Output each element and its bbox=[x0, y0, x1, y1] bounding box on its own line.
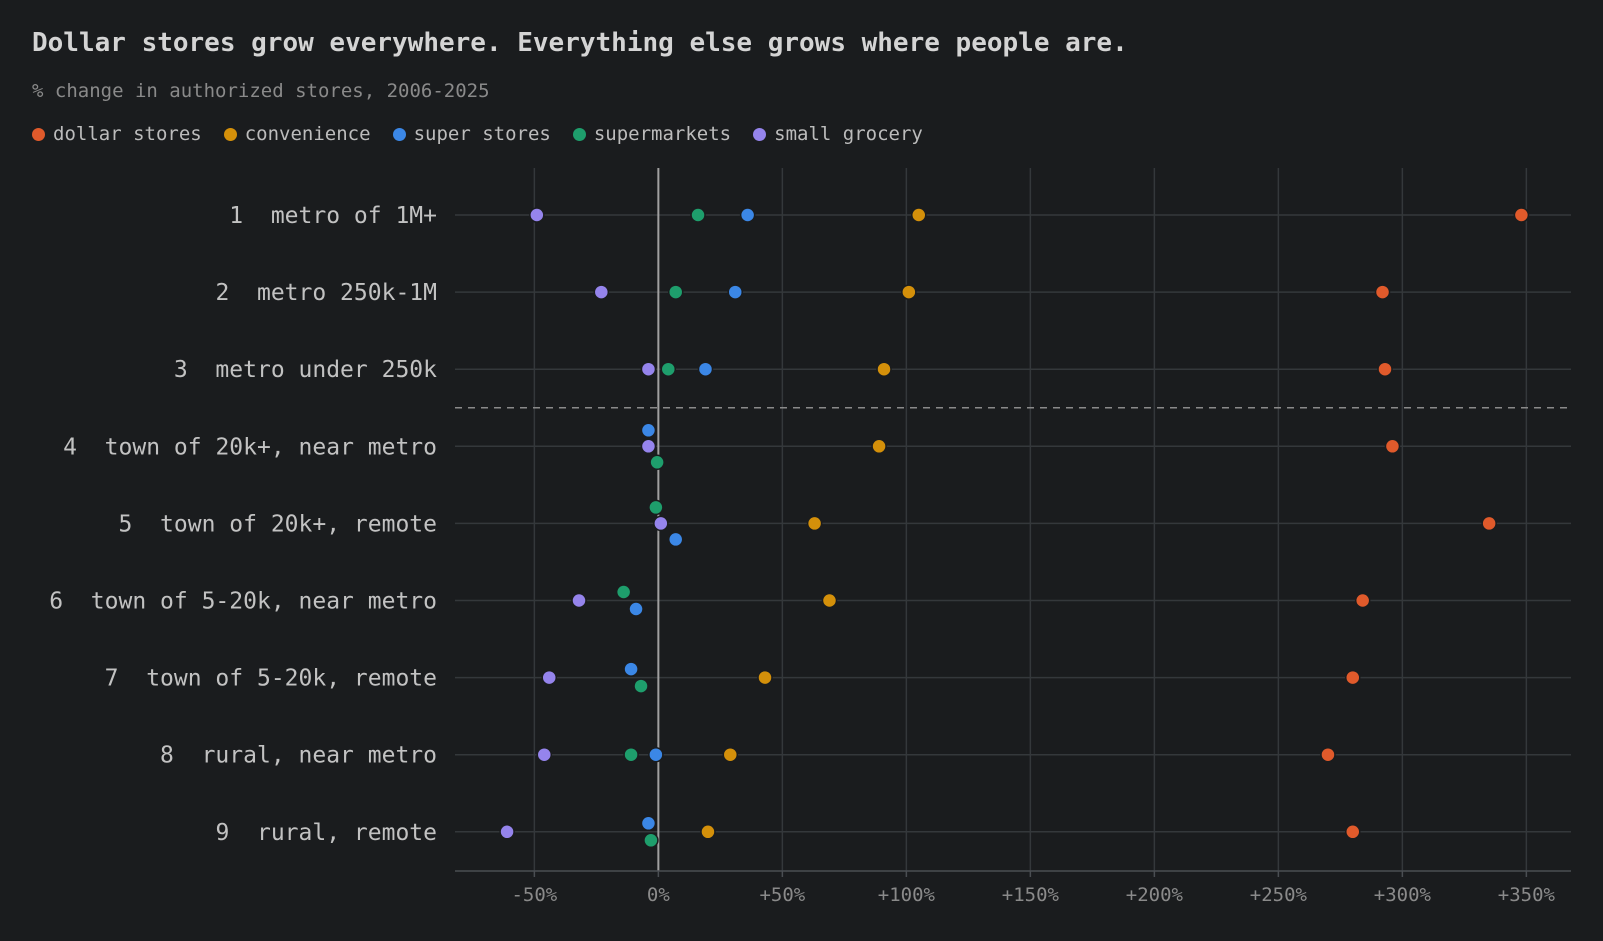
dot-supermarkets bbox=[633, 678, 649, 694]
x-tick-label: +200% bbox=[1126, 884, 1184, 906]
legend-item-small-grocery: small grocery bbox=[753, 123, 923, 145]
dot-small-grocery bbox=[541, 669, 557, 686]
legend-marker bbox=[572, 127, 586, 141]
dot-supermarkets bbox=[649, 454, 665, 471]
dot-dollar-stores bbox=[1384, 438, 1401, 455]
x-tick-label: +350% bbox=[1498, 884, 1556, 906]
legend-label: small grocery bbox=[774, 123, 923, 145]
dot-supermarkets bbox=[660, 361, 677, 377]
dot-supermarkets bbox=[690, 207, 706, 223]
category-label: 7 town of 5-20k, remote bbox=[105, 666, 437, 692]
legend-label: supermarkets bbox=[593, 123, 732, 145]
dot-convenience bbox=[700, 824, 716, 840]
dot-small-grocery bbox=[593, 284, 610, 300]
x-tick-label: +50% bbox=[759, 884, 805, 906]
dot-supermarkets bbox=[643, 832, 659, 849]
x-tick-label: +100% bbox=[878, 884, 936, 906]
category-label: 6 town of 5-20k, near metro bbox=[49, 589, 437, 615]
x-tick-label: 0% bbox=[647, 884, 670, 906]
dot-convenience bbox=[821, 592, 838, 609]
dot-small-grocery bbox=[653, 515, 669, 532]
dot-small-grocery bbox=[640, 438, 657, 455]
dot-dollar-stores bbox=[1320, 746, 1336, 763]
legend-marker bbox=[753, 127, 767, 141]
category-label: 1 metro of 1M+ bbox=[229, 203, 437, 229]
legend-marker bbox=[32, 127, 45, 141]
dot-convenience bbox=[871, 438, 887, 455]
dot-small-grocery bbox=[536, 746, 553, 763]
legend-item-supermarkets: supermarkets bbox=[572, 123, 732, 145]
dot-super-stores bbox=[648, 746, 664, 763]
dot-dollar-stores bbox=[1345, 669, 1361, 686]
chart-subtitle: % change in authorized stores, 2006-2025 bbox=[32, 80, 490, 102]
dot-dollar-stores bbox=[1377, 361, 1393, 377]
legend-item-convenience: convenience bbox=[223, 123, 371, 145]
legend-label: convenience bbox=[244, 123, 371, 145]
dot-super-stores bbox=[667, 531, 684, 548]
dot-small-grocery bbox=[529, 207, 545, 223]
legend-item-dollar-stores: dollar stores bbox=[32, 123, 202, 145]
dot-super-stores bbox=[727, 284, 743, 300]
dot-convenience bbox=[757, 669, 773, 686]
dot-dollar-stores bbox=[1354, 592, 1371, 609]
x-tick-label: -50% bbox=[511, 884, 557, 906]
dot-dollar-stores bbox=[1481, 515, 1497, 532]
dot-super-stores bbox=[623, 661, 639, 677]
dot-convenience bbox=[876, 361, 892, 377]
dot-small-grocery bbox=[640, 361, 657, 377]
chart-title: Dollar stores grow everywhere. Everythin… bbox=[32, 28, 1128, 58]
category-label: 3 metro under 250k bbox=[174, 357, 437, 383]
legend: dollar stores convenience super stores s… bbox=[32, 123, 945, 145]
legend-label: dollar stores bbox=[53, 123, 202, 145]
dot-super-stores bbox=[697, 361, 714, 377]
dot-super-stores bbox=[640, 815, 657, 832]
dot-super-stores bbox=[628, 601, 644, 617]
legend-marker bbox=[392, 127, 406, 141]
dot-dollar-stores bbox=[1345, 824, 1361, 840]
dot-dollar-stores bbox=[1374, 284, 1391, 300]
dot-small-grocery bbox=[499, 824, 515, 840]
legend-item-super-stores: super stores bbox=[392, 123, 551, 145]
dot-super-stores bbox=[640, 422, 657, 439]
dot-supermarkets bbox=[623, 746, 639, 763]
legend-label: super stores bbox=[413, 123, 551, 145]
dot-super-stores bbox=[739, 207, 756, 223]
legend-marker bbox=[223, 127, 237, 141]
dot-convenience bbox=[901, 284, 917, 300]
x-tick-label: +150% bbox=[1002, 884, 1060, 906]
dot-convenience bbox=[722, 746, 739, 763]
dot-small-grocery bbox=[571, 592, 587, 609]
category-label: 2 metro 250k-1M bbox=[215, 280, 437, 306]
category-label: 8 rural, near metro bbox=[160, 743, 437, 769]
category-label: 4 town of 20k+, near metro bbox=[63, 434, 437, 460]
dot-supermarkets bbox=[615, 584, 632, 600]
dot-supermarkets bbox=[648, 499, 664, 516]
dot-convenience bbox=[911, 207, 927, 223]
dot-supermarkets bbox=[667, 284, 684, 300]
dot-dollar-stores bbox=[1513, 207, 1530, 223]
category-label: 5 town of 20k+, remote bbox=[119, 511, 438, 537]
x-tick-label: +300% bbox=[1374, 884, 1432, 906]
category-label: 9 rural, remote bbox=[215, 820, 437, 846]
x-tick-label: +250% bbox=[1250, 884, 1308, 906]
dot-convenience bbox=[806, 515, 823, 532]
